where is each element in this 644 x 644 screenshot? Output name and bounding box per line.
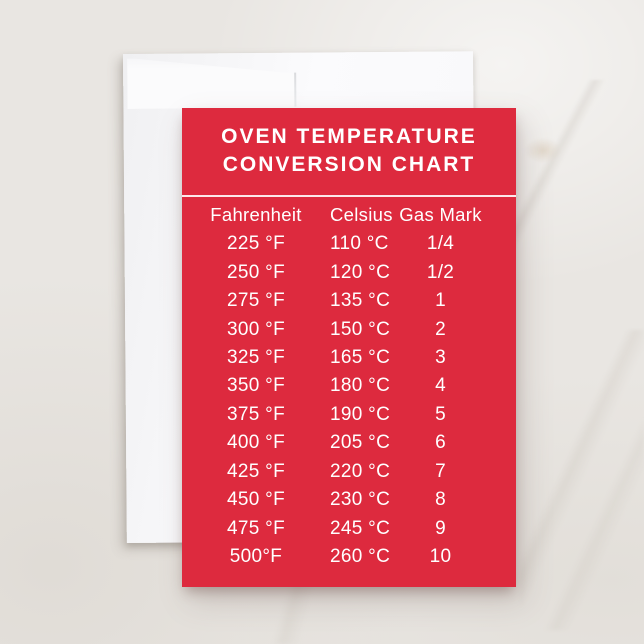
table-cell: 325 °F bbox=[227, 346, 285, 368]
table-cell: 5 bbox=[435, 403, 446, 425]
envelope-flap-edge bbox=[294, 72, 297, 107]
table-row: 400 °F 205 °C 6 bbox=[182, 429, 516, 457]
table-cell: 9 bbox=[435, 517, 446, 539]
conversion-table: Fahrenheit Celsius Gas Mark 225 °F 110 °C 1/… bbox=[182, 200, 516, 571]
table-cell: 375 °F bbox=[227, 403, 285, 425]
table-row: 450 °F 230 °C 8 bbox=[182, 486, 516, 514]
table-cell: 1/2 bbox=[426, 261, 455, 283]
marble-vein bbox=[520, 330, 644, 630]
table-cell: 1 bbox=[435, 290, 446, 312]
table-cell: 190 °C bbox=[330, 403, 391, 425]
table-header-row: Fahrenheit Celsius Gas Mark bbox=[182, 200, 516, 230]
table-cell: 400 °F bbox=[227, 432, 285, 454]
table-cell: 300 °F bbox=[227, 318, 285, 340]
table-cell: 4 bbox=[435, 375, 446, 397]
table-row: 300 °F 150 °C 2 bbox=[182, 315, 516, 343]
conversion-chart-card: OVEN TEMPERATURE CONVERSION CHART Fahren… bbox=[182, 108, 516, 587]
table-row: 375 °F 190 °C 5 bbox=[182, 401, 516, 429]
column-header: Gas Mark bbox=[399, 204, 482, 225]
table-cell: 180 °C bbox=[330, 375, 391, 397]
table-cell: 120 °C bbox=[330, 261, 391, 283]
table-row: 250 °F 120 °C 1/2 bbox=[182, 258, 516, 286]
table-row: 225 °F 110 °C 1/4 bbox=[182, 230, 516, 258]
table-cell: 245 °C bbox=[330, 517, 391, 539]
table-body: 225 °F 110 °C 1/4 250 °F 120 °C 1/2 275 °F 135 … bbox=[182, 230, 516, 571]
table-cell: 3 bbox=[435, 346, 446, 368]
table-cell: 450 °F bbox=[227, 489, 285, 511]
title-divider bbox=[182, 195, 516, 197]
card-title-line1: OVEN TEMPERATURE bbox=[221, 125, 477, 148]
table-cell: 220 °C bbox=[330, 460, 391, 482]
table-cell: 1/4 bbox=[426, 233, 455, 255]
table-cell: 500°F bbox=[229, 546, 283, 568]
table-row: 425 °F 220 °C 7 bbox=[182, 458, 516, 486]
table-cell: 260 °C bbox=[330, 546, 391, 568]
table-row: 325 °F 165 °C 3 bbox=[182, 344, 516, 372]
table-cell: 8 bbox=[435, 489, 446, 511]
table-cell: 2 bbox=[435, 318, 446, 340]
card-title: OVEN TEMPERATURE CONVERSION CHART bbox=[182, 123, 516, 179]
table-cell: 150 °C bbox=[330, 318, 391, 340]
table-cell: 10 bbox=[429, 546, 452, 568]
table-cell: 350 °F bbox=[227, 375, 285, 397]
table-cell: 7 bbox=[435, 460, 446, 482]
card-title-line2: CONVERSION CHART bbox=[222, 153, 476, 176]
table-row: 475 °F 245 °C 9 bbox=[182, 514, 516, 542]
table-cell: 135 °C bbox=[330, 290, 391, 312]
table-cell: 110 °C bbox=[330, 233, 389, 255]
table-cell: 225 °F bbox=[227, 233, 285, 255]
table-cell: 475 °F bbox=[227, 517, 285, 539]
table-cell: 205 °C bbox=[330, 432, 391, 454]
table-cell: 250 °F bbox=[227, 261, 285, 283]
table-cell: 6 bbox=[435, 432, 446, 454]
table-cell: 165 °C bbox=[330, 346, 391, 368]
envelope-flap bbox=[127, 54, 295, 109]
table-row: 350 °F 180 °C 4 bbox=[182, 372, 516, 400]
table-cell: 275 °F bbox=[227, 290, 285, 312]
table-row: 500°F 260 °C 10 bbox=[182, 543, 516, 571]
table-cell: 425 °F bbox=[227, 460, 285, 482]
table-row: 275 °F 135 °C 1 bbox=[182, 287, 516, 315]
table-cell: 230 °C bbox=[330, 489, 391, 511]
column-header: Fahrenheit bbox=[210, 204, 302, 225]
column-header: Celsius bbox=[330, 204, 393, 225]
